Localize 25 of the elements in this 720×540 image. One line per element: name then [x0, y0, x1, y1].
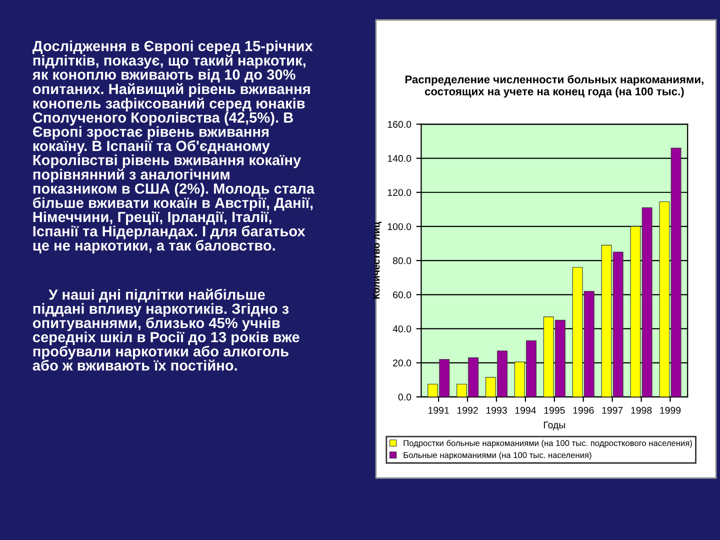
x-tick-label: 1994 — [515, 406, 536, 414]
x-tick-label: 1999 — [660, 406, 681, 414]
y-tick-label: 140.0 — [388, 155, 412, 162]
x-tick-label: 1995 — [544, 406, 565, 414]
x-tick-label: 1996 — [573, 406, 594, 414]
x-tick-label: 1991 — [428, 406, 449, 414]
text: Дослідження в Європі серед 15-річних підлітків, показує, що такий наркотик, як коноплю вживають від 10 до 30% опитаних. Найвищий рівень вживання конопель зафіксований серед юнаків Сполученого Королівства (42,5%). В Європі зростає рівень вживання кокаїну. В Іспанії та Об'єднаному Королівстві рівень вживання кокаїну порівнянний з аналогічним показником в США (2%). Молодь стала більше вживати кокаїн в Австрії, Данії, Німеччини, Греції, Ірландії, Італії, Іспанії та Нідерландах. І для багатьох це не наркотики, а так баловство. — [32, 40, 315, 254]
x-tick-label: 1993 — [486, 406, 507, 414]
y-tick-label: 80.0 — [392, 257, 412, 264]
legend-label: Больные наркоманиями (на 100 тыс. населения) — [404, 452, 592, 460]
y-axis-title: Количество лиц — [372, 222, 382, 299]
y-tick-label: 60.0 — [393, 291, 412, 298]
x-tick-label: 1998 — [631, 406, 652, 414]
x-tick-label: 1997 — [602, 406, 623, 414]
text: У наші дні підлітки найбільше піддані впливу наркотиків. Згідно з опитуваннями, близько 45% учнів середніх шкіл в Росії до 13 років вже пробували наркотики або алкоголь або ж вживають їх постійно. — [32, 288, 300, 371]
y-tick-label: 160.0 — [388, 120, 412, 128]
y-tick-label: 100.0 — [388, 223, 412, 230]
x-tick-label: 1992 — [457, 406, 478, 414]
y-tick-label: 120.0 — [388, 189, 412, 196]
chart-title: Распределение численности больных наркоманиями, состоящих на учете на конец года (на 100 тыс.) — [405, 75, 704, 98]
x-axis-title: Годы — [544, 422, 565, 430]
y-tick-label: 0.0 — [398, 394, 412, 401]
y-tick-label: 40.0 — [392, 325, 412, 332]
y-tick-label: 20.0 — [393, 360, 412, 366]
legend-label: Подростки больные наркоманиями (на 100 тыс. подросткового населения) — [404, 440, 692, 448]
